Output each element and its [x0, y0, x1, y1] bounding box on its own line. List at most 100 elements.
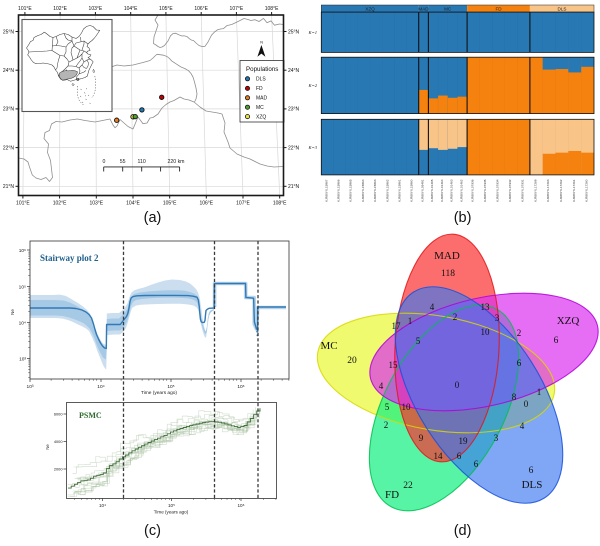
svg-text:102°E: 102°E — [53, 201, 67, 207]
svg-text:2000: 2000 — [54, 467, 63, 472]
svg-text:KJRBXYL17268: KJRBXYL17268 — [533, 179, 537, 202]
svg-text:10⁴: 10⁴ — [99, 503, 106, 508]
svg-text:MAD: MAD — [256, 96, 268, 102]
svg-text:22: 22 — [403, 481, 413, 491]
svg-text:Ne: Ne — [45, 444, 50, 450]
svg-text:105°E: 105°E — [163, 201, 177, 207]
svg-text:MAD: MAD — [418, 6, 429, 11]
svg-text:(a): (a) — [144, 210, 162, 226]
svg-text:13: 13 — [481, 302, 491, 312]
svg-text:10⁴: 10⁴ — [97, 384, 104, 390]
svg-text:KJRBXYL17263: KJRBXYL17263 — [546, 179, 550, 202]
svg-text:105°E: 105°E — [159, 6, 173, 12]
svg-text:(b): (b) — [454, 210, 472, 226]
svg-text:Stairway plot 2: Stairway plot 2 — [40, 253, 99, 263]
svg-text:4000: 4000 — [54, 439, 63, 444]
svg-text:0: 0 — [524, 399, 529, 409]
svg-text:104°E: 104°E — [126, 201, 140, 207]
svg-text:4: 4 — [430, 302, 435, 312]
svg-text:10⁶: 10⁶ — [19, 248, 26, 254]
svg-text:XZQ: XZQ — [365, 6, 375, 11]
svg-text:N: N — [260, 41, 263, 45]
svg-text:0: 0 — [103, 159, 106, 165]
svg-text:KJRBXYL15865: KJRBXYL15865 — [349, 179, 353, 202]
svg-text:104°E: 104°E — [124, 6, 138, 12]
svg-text:55: 55 — [120, 159, 126, 165]
svg-text:6: 6 — [529, 466, 534, 476]
svg-text:KJRBXYL15861: KJRBXYL15861 — [397, 179, 401, 202]
svg-text:10³: 10³ — [19, 356, 26, 362]
svg-text:FD: FD — [495, 6, 502, 11]
svg-text:10⁴: 10⁴ — [19, 320, 26, 326]
svg-text:KJRBXYL07935: KJRBXYL07935 — [483, 179, 487, 202]
svg-text:3: 3 — [494, 433, 499, 443]
svg-text:FD: FD — [385, 489, 399, 501]
svg-text:10⁵: 10⁵ — [19, 284, 26, 290]
svg-text:2: 2 — [517, 328, 522, 338]
svg-text:DLS: DLS — [256, 77, 266, 83]
svg-text:22°N: 22°N — [288, 145, 300, 151]
svg-text:21°N: 21°N — [3, 184, 15, 190]
svg-text:2: 2 — [384, 420, 389, 430]
svg-text:23°N: 23°N — [3, 107, 15, 113]
svg-text:XZQ: XZQ — [256, 114, 266, 120]
svg-text:21°N: 21°N — [288, 184, 300, 190]
svg-text:10⁶: 10⁶ — [237, 384, 244, 390]
svg-text:MC: MC — [320, 340, 337, 352]
svg-text:KJRBXYL15860: KJRBXYL15860 — [410, 179, 414, 202]
svg-text:Time (years ago): Time (years ago) — [154, 510, 189, 515]
svg-text:K=1: K=1 — [308, 30, 317, 35]
svg-text:KJRBXYL07931: KJRBXYL07931 — [521, 179, 525, 202]
svg-text:KJRBXYL01463: KJRBXYL01463 — [450, 179, 454, 202]
svg-text:101°E: 101°E — [18, 6, 32, 12]
svg-text:KJRBXYL01464: KJRBXYL01464 — [440, 179, 444, 202]
svg-text:Ne: Ne — [10, 309, 15, 315]
svg-text:KJRBXYL07934: KJRBXYL07934 — [496, 179, 500, 202]
svg-text:106°E: 106°E — [199, 201, 213, 207]
svg-text:Time (years ago): Time (years ago) — [141, 390, 177, 396]
svg-text:KJRBXYL01462: KJRBXYL01462 — [459, 179, 463, 202]
svg-text:25°N: 25°N — [288, 29, 300, 35]
svg-text:KJRBXYL07936: KJRBXYL07936 — [470, 179, 474, 202]
svg-text:KJRBXYL15862: KJRBXYL15862 — [385, 179, 389, 202]
svg-text:Populations: Populations — [246, 66, 278, 73]
svg-text:MAD: MAD — [434, 250, 460, 262]
svg-text:4: 4 — [520, 421, 525, 431]
svg-text:10⁵: 10⁵ — [168, 503, 175, 508]
svg-text:DLS: DLS — [558, 6, 567, 11]
svg-text:4: 4 — [379, 381, 384, 391]
svg-text:5: 5 — [416, 336, 421, 346]
svg-text:DLS: DLS — [522, 479, 543, 491]
svg-text:22°N: 22°N — [3, 145, 15, 151]
svg-text:103°E: 103°E — [89, 6, 103, 12]
svg-text:15: 15 — [389, 360, 399, 370]
svg-text:10³: 10³ — [27, 384, 34, 390]
svg-text:MC: MC — [256, 105, 264, 111]
svg-text:(d): (d) — [454, 523, 472, 539]
svg-text:10⁵: 10⁵ — [167, 384, 174, 390]
svg-text:6: 6 — [474, 459, 479, 469]
svg-text:6: 6 — [554, 336, 559, 346]
svg-text:6: 6 — [457, 451, 462, 461]
svg-text:8: 8 — [512, 392, 517, 402]
svg-text:20: 20 — [347, 356, 357, 366]
svg-text:102°E: 102°E — [53, 6, 67, 12]
svg-text:6: 6 — [517, 358, 522, 368]
svg-text:FD: FD — [256, 86, 263, 92]
svg-text:XZQ: XZQ — [557, 315, 580, 327]
svg-text:KJRBXYL15866: KJRBXYL15866 — [337, 179, 341, 202]
svg-text:110: 110 — [138, 159, 146, 165]
svg-text:1: 1 — [408, 316, 413, 326]
svg-text:108°E: 108°E — [265, 6, 279, 12]
svg-text:24°N: 24°N — [288, 68, 300, 74]
svg-text:107°E: 107°E — [230, 6, 244, 12]
svg-text:3: 3 — [495, 313, 500, 323]
svg-text:KJRBXYL17261: KJRBXYL17261 — [572, 179, 576, 202]
svg-text:KJRBXYL07932: KJRBXYL07932 — [508, 179, 512, 202]
svg-text:220 km: 220 km — [167, 159, 184, 165]
svg-text:KJRBXYL17262: KJRBXYL17262 — [559, 179, 563, 202]
svg-text:KJRBXYL01465: KJRBXYL01465 — [430, 179, 434, 202]
svg-text:MC: MC — [444, 6, 452, 11]
svg-text:K=2: K=2 — [308, 83, 318, 88]
svg-text:103°E: 103°E — [89, 201, 103, 207]
